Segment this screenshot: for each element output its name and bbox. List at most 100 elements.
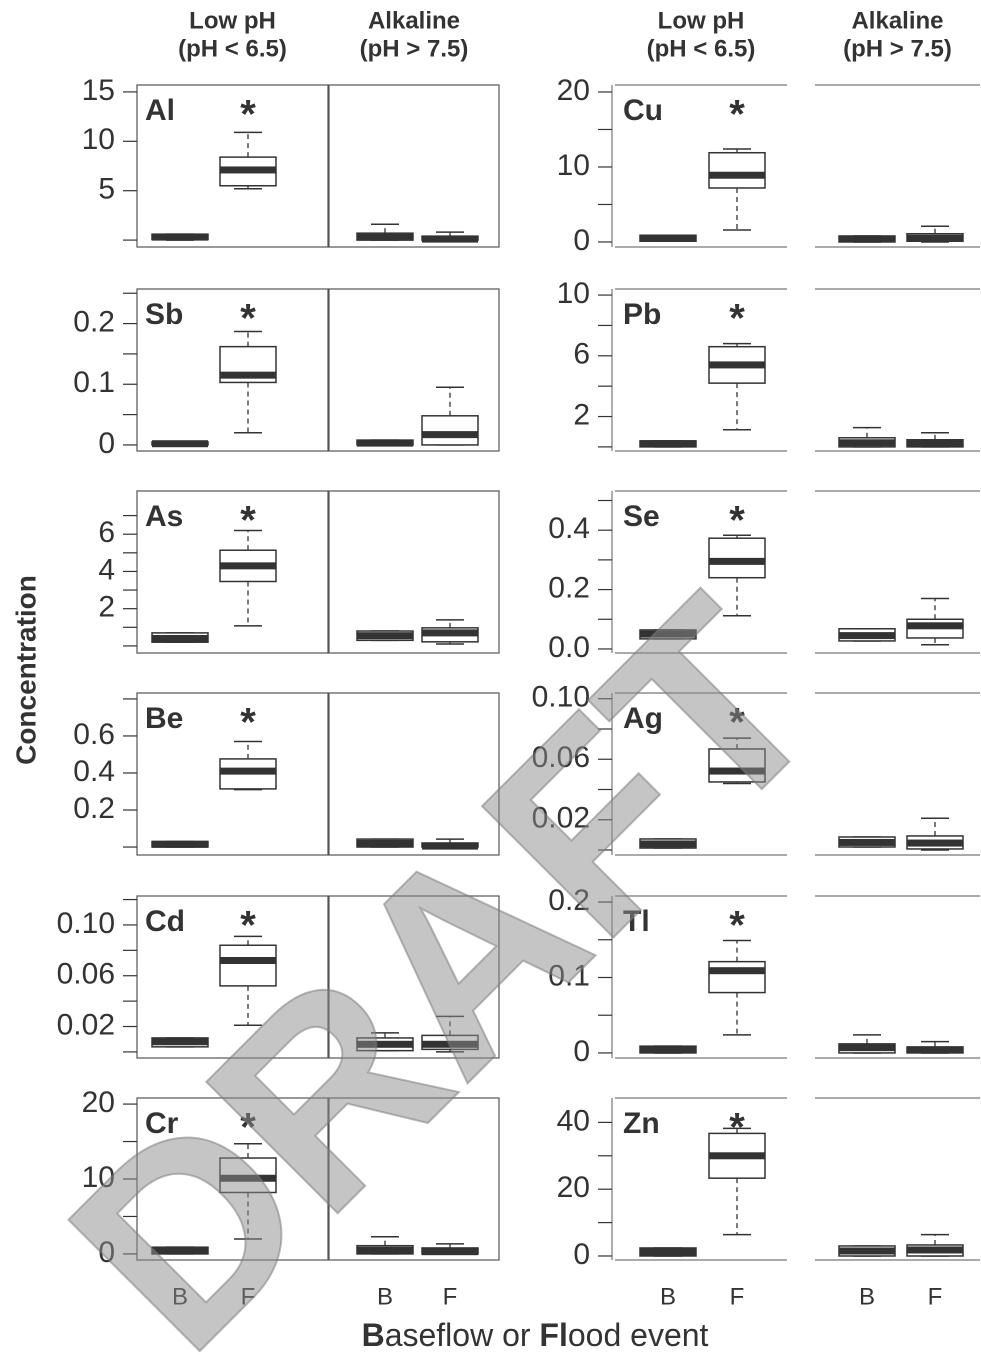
median [357, 1246, 413, 1254]
x-tick-label: F [730, 1283, 745, 1310]
y-tick-label: 0 [573, 224, 590, 257]
median [640, 840, 696, 848]
median [357, 839, 413, 847]
median [220, 1174, 276, 1182]
median [839, 632, 895, 640]
median [357, 632, 413, 640]
panel-frame [136, 895, 329, 1059]
y-tick-label: 0.2 [548, 884, 590, 917]
y-tick-label: 0.2 [548, 571, 590, 604]
median [839, 1044, 895, 1052]
column-header: Alkaline [851, 7, 943, 34]
y-tick-label: 0.6 [73, 718, 115, 751]
median [422, 431, 478, 439]
y-tick-label: 6 [573, 338, 590, 371]
element-label: Al [145, 94, 175, 127]
element-label: Cd [145, 905, 185, 938]
significance-mark: * [729, 297, 745, 341]
y-tick-label: 0 [98, 427, 115, 460]
median [152, 440, 208, 448]
x-axis-title-part: B [362, 1317, 385, 1353]
y-tick-label: 0.06 [57, 958, 115, 991]
median [357, 439, 413, 447]
median [709, 171, 765, 179]
median [357, 1040, 413, 1048]
median [357, 233, 413, 241]
median [220, 166, 276, 174]
y-tick-label: 20 [557, 74, 590, 107]
significance-mark: * [240, 93, 256, 137]
x-axis-title-part: aseflow or [385, 1317, 540, 1353]
median [152, 840, 208, 848]
panel-frame [328, 895, 500, 1059]
column-header: Low pH [658, 7, 745, 34]
x-axis-title-part: ood event [568, 1317, 709, 1353]
element-label: Tl [623, 905, 650, 938]
median [422, 235, 478, 243]
x-axis-title: Baseflow or Flood event [362, 1317, 709, 1353]
y-tick-label: 0.2 [73, 792, 115, 825]
x-tick-label: B [859, 1283, 875, 1310]
median [907, 1046, 963, 1054]
y-tick-label: 15 [82, 74, 115, 107]
panel-frame [328, 84, 500, 248]
y-tick-label: 0 [573, 1238, 590, 1271]
median [640, 1045, 696, 1053]
median [220, 956, 276, 964]
x-tick-label: B [172, 1283, 188, 1310]
element-label: Cu [623, 94, 663, 127]
box [708, 151, 766, 189]
significance-mark: * [729, 93, 745, 137]
panel-frame [328, 490, 500, 654]
y-tick-label: 40 [557, 1104, 590, 1137]
x-tick-label: F [443, 1283, 458, 1310]
watermark: DRAFT [15, 545, 875, 1355]
median [422, 1040, 478, 1048]
significance-mark: * [240, 1106, 256, 1150]
y-tick-label: 2 [573, 398, 590, 431]
median [152, 233, 208, 241]
median [220, 371, 276, 379]
significance-mark: * [240, 499, 256, 543]
y-tick-label: 4 [98, 553, 115, 586]
column-header: (pH < 6.5) [647, 35, 756, 62]
median [907, 440, 963, 448]
element-label: Ag [623, 702, 663, 735]
median [907, 1246, 963, 1254]
box [708, 960, 766, 994]
y-tick-label: 0.1 [73, 366, 115, 399]
y-tick-label: 10 [557, 149, 590, 182]
y-tick-label: 0.02 [532, 802, 590, 835]
column-header: (pH > 7.5) [843, 35, 952, 62]
panel-frame [136, 288, 329, 452]
y-tick-label: 10 [82, 1161, 115, 1194]
y-tick-label: 0.2 [73, 306, 115, 339]
significance-mark: * [240, 297, 256, 341]
panel-frame [328, 1097, 500, 1261]
element-label: As [145, 500, 183, 533]
box [708, 748, 766, 783]
y-tick-label: 10 [557, 277, 590, 310]
element-label: Zn [623, 1107, 660, 1140]
significance-mark: * [729, 904, 745, 948]
median [907, 234, 963, 242]
median [640, 1248, 696, 1256]
panel-frame [328, 288, 500, 452]
significance-mark: * [240, 701, 256, 745]
x-tick-label: B [377, 1283, 393, 1310]
y-tick-label: 0.10 [532, 681, 590, 714]
y-tick-label: 0.1 [548, 959, 590, 992]
median [640, 630, 696, 638]
median [220, 767, 276, 775]
median [220, 562, 276, 570]
median [640, 234, 696, 242]
significance-mark: * [729, 499, 745, 543]
column-header: Low pH [189, 7, 276, 34]
y-tick-label: 20 [82, 1086, 115, 1119]
element-label: Pb [623, 298, 661, 331]
y-tick-label: 0 [573, 1035, 590, 1068]
median [839, 235, 895, 243]
y-tick-label: 0.4 [73, 755, 115, 788]
y-tick-label: 0.0 [548, 631, 590, 664]
